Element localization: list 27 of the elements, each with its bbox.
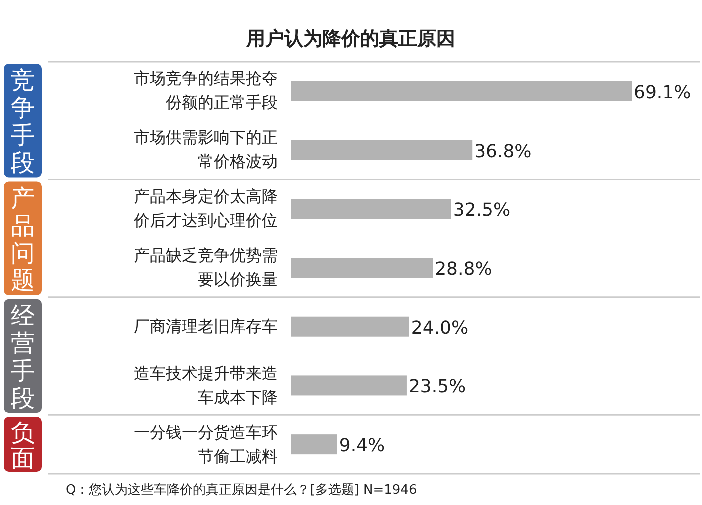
bar (291, 434, 338, 455)
y-tick-label: 产品缺乏竞争优势需要以价换量 (133, 245, 278, 291)
bar (291, 258, 434, 278)
text: 产品问题 (11, 184, 35, 295)
y-tick-label: 市场供需影响下的正常价格波动 (133, 127, 278, 174)
text: 竞争手段 (11, 66, 35, 177)
y-tick-label: 产品本身定价太高降价后才达到心理价位 (133, 186, 278, 232)
data-label: 28.8% (435, 259, 492, 280)
data-label: 36.8% (474, 141, 532, 162)
data-label: 69.1% (634, 82, 692, 104)
text: Q：您认为这些车降价的真正原因是什么？[多选题] N=1946 (66, 483, 418, 498)
text: 经营手段 (11, 302, 35, 412)
data-label: 24.0% (411, 318, 469, 339)
data-label: 23.5% (408, 376, 466, 398)
bar (291, 376, 407, 396)
y-tick-label: 造车技术提升带来造车成本下降 (133, 362, 278, 409)
bar (291, 81, 632, 102)
y-tick-label: 市场竞争的结果抢夺份额的正常手段 (133, 68, 278, 114)
text: 负面 (11, 418, 35, 472)
data-label: 9.4% (339, 436, 386, 457)
data-label: 32.5% (453, 200, 511, 222)
y-tick-label: 一分钱一分货造车环节偷工减料 (133, 422, 278, 468)
bar (291, 199, 452, 220)
bar (291, 316, 410, 337)
chart-title: 用户认为降价的真正原因 (246, 28, 456, 50)
bar (291, 140, 473, 160)
y-tick-label: 厂商清理老旧库存车 (133, 316, 278, 338)
